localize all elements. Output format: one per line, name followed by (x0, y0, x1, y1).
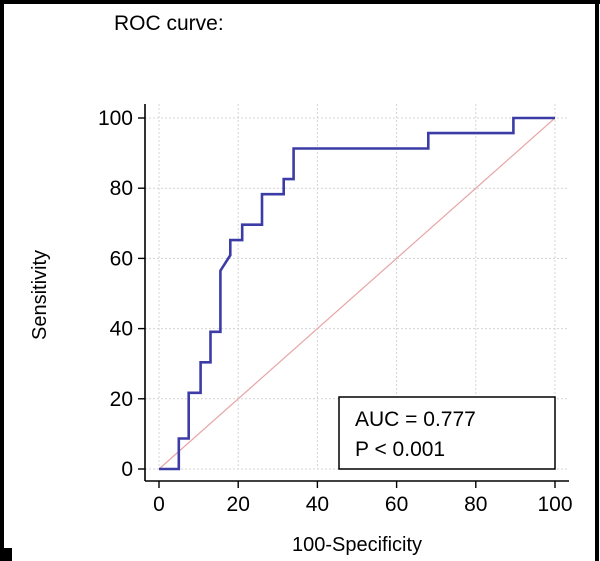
auc-annotation-box: AUC = 0.777 P < 0.001 (338, 396, 556, 470)
y-tick-label-5: 100 (98, 107, 133, 130)
y-axis-label: Sensitivity (29, 250, 51, 340)
frame-top-border (0, 0, 600, 4)
frame-right-border (595, 0, 599, 561)
annotation-box-border (338, 396, 556, 470)
x-tick-label-3: 60 (385, 493, 408, 516)
roc-curve-line-0 (159, 116, 555, 471)
x-tick-label-2: 40 (306, 493, 329, 516)
y-tick-label-2: 40 (110, 318, 133, 341)
y-tick-label-0: 0 (121, 458, 133, 481)
x-tick-label-4: 80 (464, 493, 487, 516)
x-axis-label: 100-Specificity (292, 534, 422, 556)
p-value-label: P < 0.001 (355, 438, 445, 461)
x-tick-label-1: 20 (227, 493, 250, 516)
reference-layer (158, 117, 556, 470)
axis-layer (144, 104, 569, 482)
auc-value-label: AUC = 0.777 (355, 408, 476, 431)
frame-bottom-left-mark (4, 548, 12, 561)
x-tick-label-0: 0 (153, 493, 165, 516)
frame-left-border (0, 0, 4, 561)
y-tick-label-3: 60 (110, 247, 133, 270)
reference-diagonal-line (158, 117, 556, 470)
chart-title: ROC curve: (114, 12, 224, 35)
y-tick-label-1: 20 (110, 388, 133, 411)
series-layer (159, 116, 555, 471)
y-tick-label-4: 80 (110, 177, 133, 200)
x-tick-label-5: 100 (537, 493, 572, 516)
tick-layer: 0 20 40 60 80 100 0 20 40 60 80 100 (98, 107, 573, 516)
